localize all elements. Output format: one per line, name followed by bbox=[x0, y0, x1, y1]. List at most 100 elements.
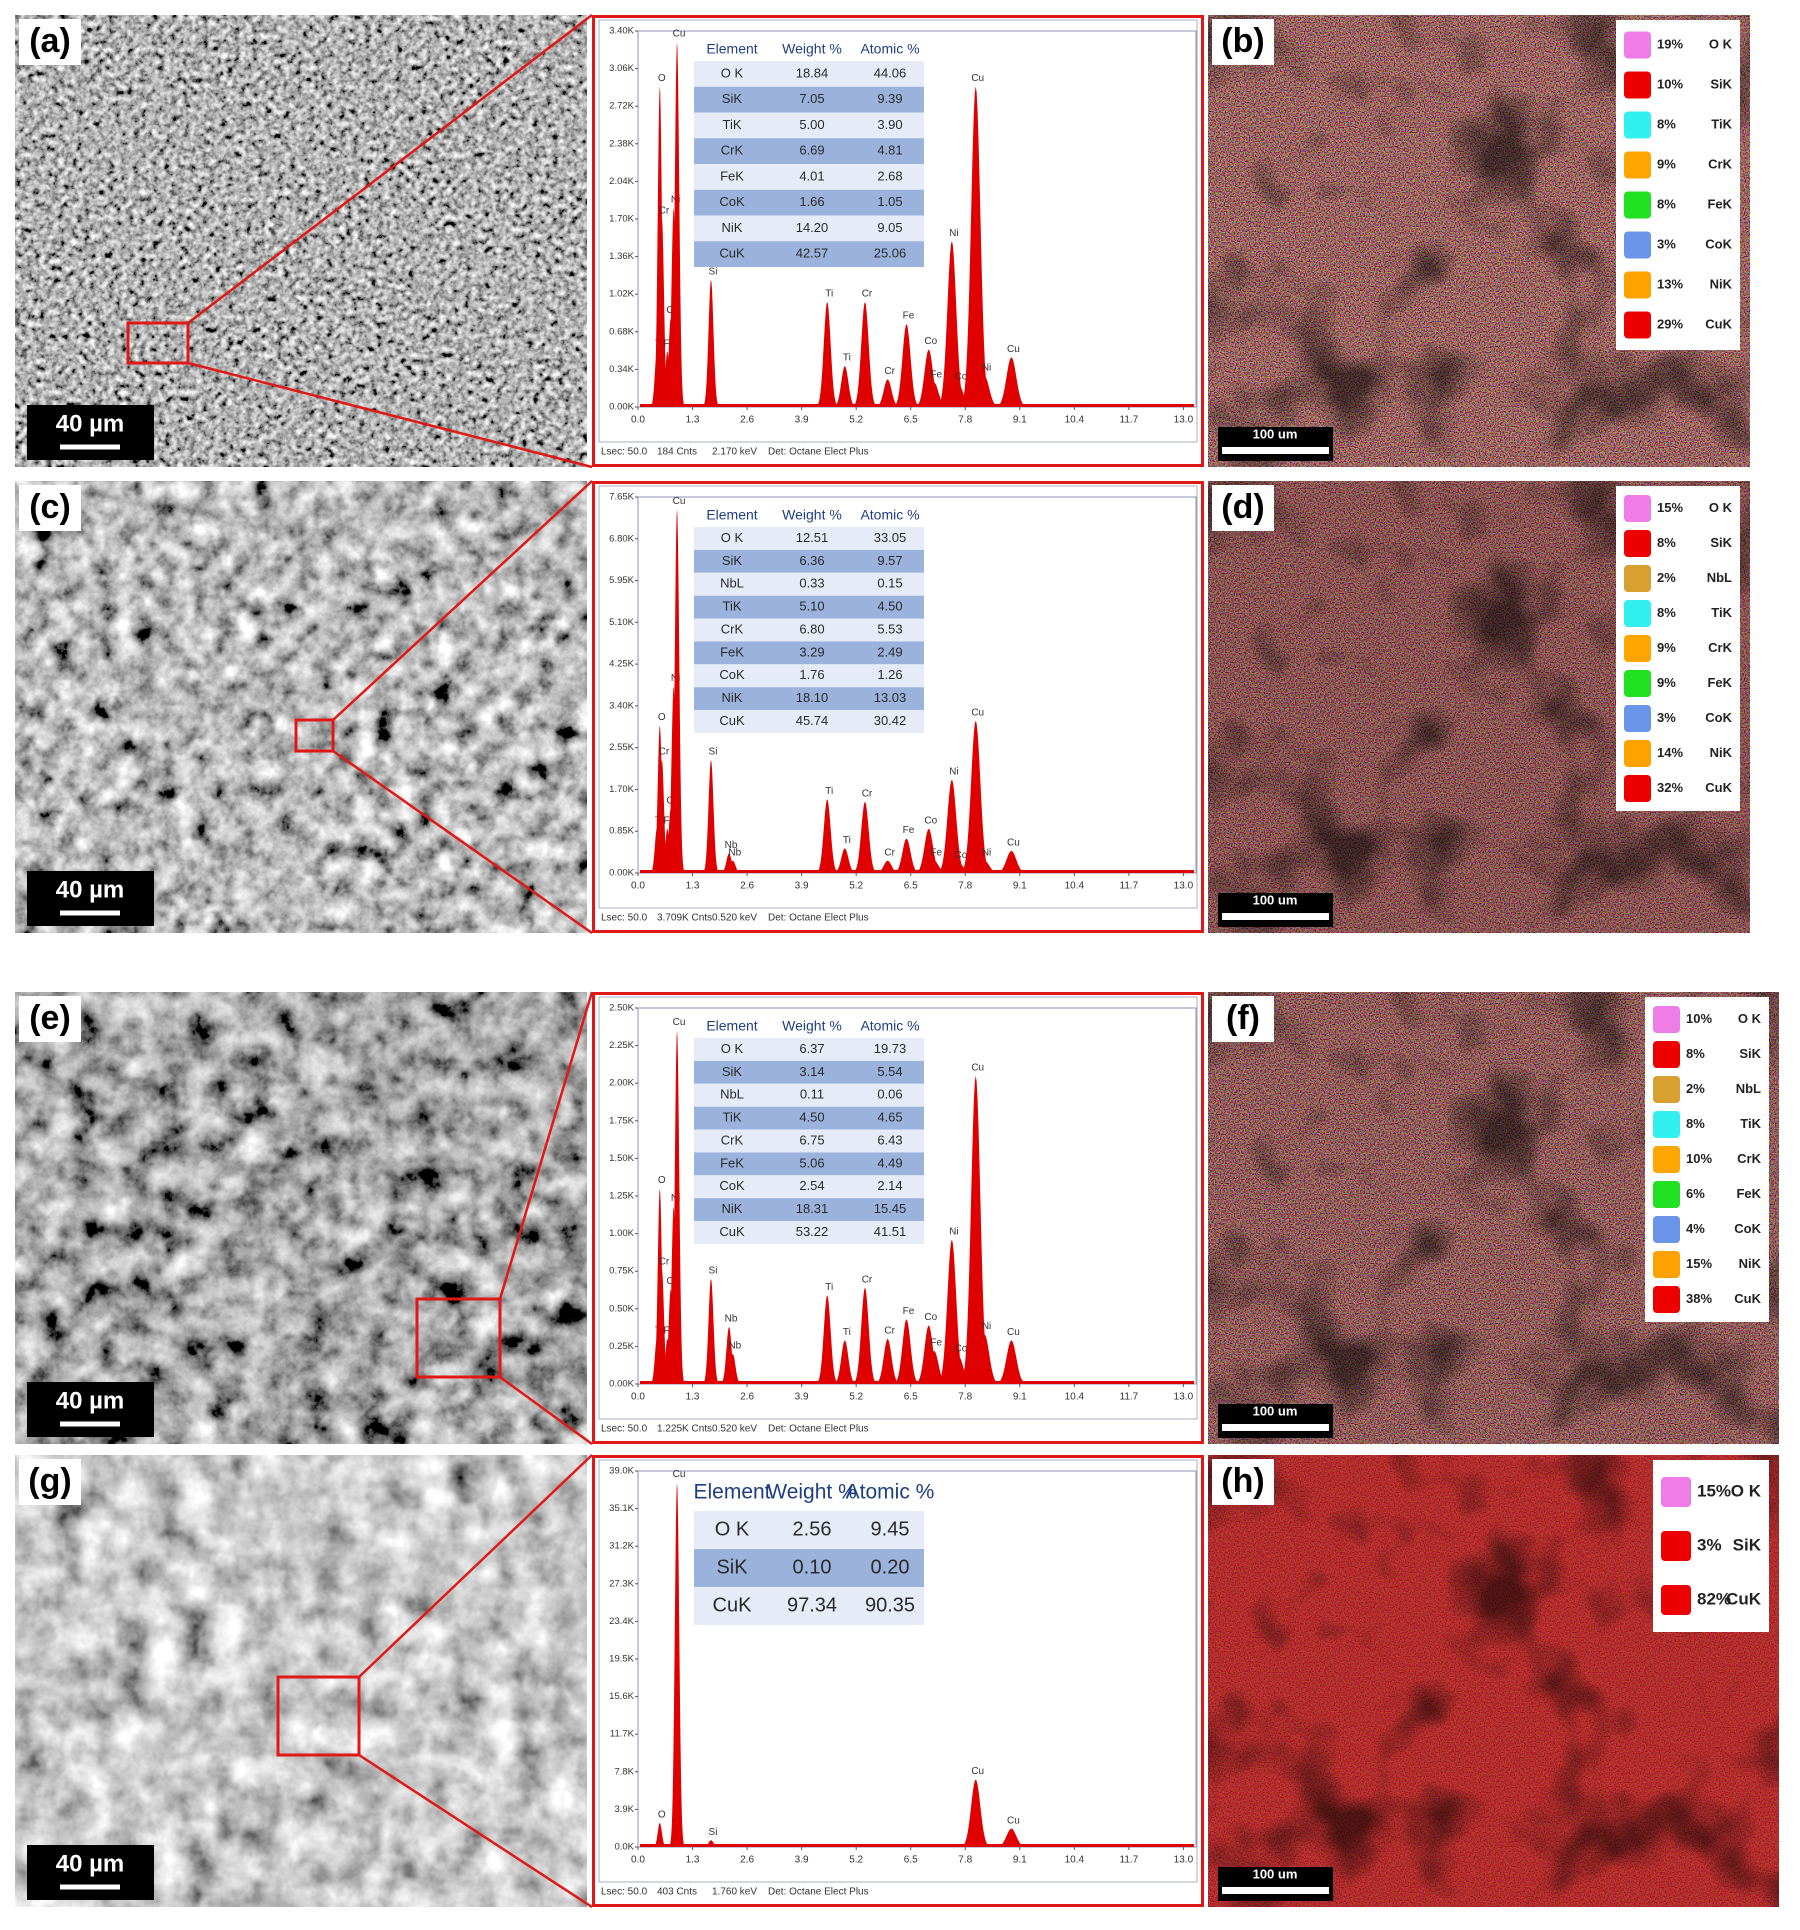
table-row bbox=[694, 572, 924, 596]
table-cell: 53.22 bbox=[796, 1224, 829, 1239]
legend-share: 6% bbox=[1686, 1186, 1705, 1201]
table-cell: 90.35 bbox=[865, 1594, 915, 1616]
spectrum-peak bbox=[722, 1353, 744, 1384]
legend-share: 82% bbox=[1697, 1589, 1731, 1608]
table-cell: 2.49 bbox=[877, 644, 902, 659]
peak-label: Fe bbox=[930, 369, 942, 380]
y-tick-label: 5.95K bbox=[609, 575, 634, 586]
x-tick-label: 13.0 bbox=[1174, 1392, 1194, 1403]
footer-text: 0.520 keV bbox=[712, 1424, 757, 1435]
table-row bbox=[694, 549, 924, 573]
legend-element: FeK bbox=[1707, 196, 1732, 211]
table-row bbox=[694, 595, 924, 619]
legend-element: CrK bbox=[1708, 640, 1732, 655]
x-tick-label: 13.0 bbox=[1174, 415, 1194, 426]
x-tick-label: 2.6 bbox=[740, 1855, 754, 1866]
spectrum-inner-frame bbox=[598, 1459, 1198, 1883]
table-cell: SiK bbox=[722, 553, 743, 568]
spectrum-peak bbox=[957, 86, 995, 407]
table-cell: 2.56 bbox=[793, 1518, 832, 1540]
y-tick-label: 15.6K bbox=[609, 1691, 634, 1702]
table-row bbox=[694, 164, 924, 190]
scale-bar-bg bbox=[1218, 427, 1333, 461]
table-row bbox=[694, 1198, 924, 1222]
table-row bbox=[694, 215, 924, 242]
table-cell: 5.54 bbox=[877, 1064, 902, 1079]
peak-label: Cr bbox=[659, 747, 670, 758]
peak-label: Ti bbox=[843, 1327, 851, 1338]
table-cell: 0.11 bbox=[800, 1087, 824, 1102]
footer-text: 1.760 keV bbox=[712, 1887, 757, 1898]
x-tick-label: 10.4 bbox=[1065, 881, 1085, 892]
table-cell: 9.05 bbox=[877, 220, 902, 235]
y-tick-label: 3.40K bbox=[609, 26, 634, 37]
table-cell: CuK bbox=[713, 1594, 753, 1616]
footer-text: 184 Cnts bbox=[657, 447, 697, 458]
table-header: Atomic % bbox=[860, 507, 919, 523]
zoom-line bbox=[187, 14, 593, 324]
table-cell: CoK bbox=[719, 1178, 745, 1193]
panel-label-bg bbox=[1212, 996, 1274, 1042]
x-tick-label: 2.6 bbox=[740, 1392, 754, 1403]
map-panel: (f) 100 um 10% O K 8% SiK 2% NbL 8% TiK 10% CrK 6% Fe… bbox=[1208, 992, 1779, 1444]
legend-share: 10% bbox=[1657, 76, 1683, 91]
legend-swatch bbox=[1653, 1006, 1680, 1033]
y-tick-label: 3.9K bbox=[614, 1804, 634, 1815]
peak-label: Co bbox=[924, 815, 937, 826]
y-tick-label: 3.40K bbox=[609, 700, 634, 711]
footer-text: 2.170 keV bbox=[712, 447, 757, 458]
legend-element: CoK bbox=[1705, 236, 1732, 251]
table-header: Weight % bbox=[782, 41, 842, 57]
table-row bbox=[694, 189, 924, 216]
peak-label: Co bbox=[924, 1312, 937, 1323]
panel-label-bg bbox=[19, 19, 81, 65]
footer-text: Det: Octane Elect Plus bbox=[768, 1887, 869, 1898]
legend-swatch bbox=[1653, 1251, 1680, 1278]
spectrum-baseline bbox=[640, 870, 1194, 873]
y-tick-label: 1.02K bbox=[609, 289, 634, 300]
y-tick-label: 0.75K bbox=[609, 1266, 634, 1277]
legend-bg bbox=[1616, 20, 1740, 350]
panel-label: (a) bbox=[29, 22, 71, 60]
y-tick-label: 0.68K bbox=[609, 326, 634, 337]
spectrum-panel: 0.0K 3.9K 7.8K 11.7K 15.6K 19.5K 23.4K 27.3K 31.… bbox=[592, 1455, 1204, 1907]
table-cell: 97.34 bbox=[787, 1594, 837, 1616]
table-cell: 4.50 bbox=[877, 599, 902, 614]
spectrum-inner-frame bbox=[598, 19, 1198, 443]
legend-element: CuK bbox=[1705, 316, 1732, 331]
legend-element: NbL bbox=[1707, 570, 1732, 585]
legend-swatch bbox=[1624, 31, 1651, 59]
legend-share: 9% bbox=[1657, 675, 1676, 690]
y-tick-label: 1.25K bbox=[609, 1191, 634, 1202]
table-header: Atomic % bbox=[860, 1018, 919, 1034]
table-cell: 6.37 bbox=[799, 1041, 824, 1056]
y-tick-label: 1.70K bbox=[609, 214, 634, 225]
legend-element: CoK bbox=[1705, 710, 1732, 725]
footer-text: 3.709K Cnts bbox=[657, 913, 712, 924]
x-tick-label: 1.3 bbox=[686, 881, 700, 892]
table-cell: 7.05 bbox=[799, 91, 824, 106]
scale-bar bbox=[1222, 447, 1329, 454]
table-header: Element bbox=[693, 1481, 770, 1504]
peak-label: Cu bbox=[971, 1062, 984, 1073]
peak-label: Fe bbox=[903, 825, 915, 836]
spectrum-peak bbox=[872, 1338, 904, 1384]
y-tick-label: 0.00K bbox=[609, 868, 634, 879]
peak-label: Fe bbox=[930, 1338, 942, 1349]
table-header: Element bbox=[706, 1018, 757, 1034]
table-header: Weight % bbox=[767, 1481, 857, 1504]
legend-share: 8% bbox=[1657, 605, 1676, 620]
legend-swatch bbox=[1624, 565, 1651, 592]
legend-share: 8% bbox=[1657, 535, 1676, 550]
spectrum-peak bbox=[668, 1482, 686, 1847]
peak-label: Fe bbox=[903, 1306, 915, 1317]
spectrum-peak bbox=[813, 301, 841, 407]
peak-label: Nb bbox=[728, 847, 741, 858]
x-tick-label: 3.9 bbox=[795, 415, 809, 426]
scale-bar-bg bbox=[1218, 1867, 1333, 1901]
legend-element: CuK bbox=[1705, 780, 1732, 795]
panel-label: (g) bbox=[28, 1462, 71, 1500]
legend-share: 9% bbox=[1657, 640, 1676, 655]
legend-share: 15% bbox=[1657, 500, 1683, 515]
table-cell: 6.43 bbox=[877, 1132, 902, 1147]
